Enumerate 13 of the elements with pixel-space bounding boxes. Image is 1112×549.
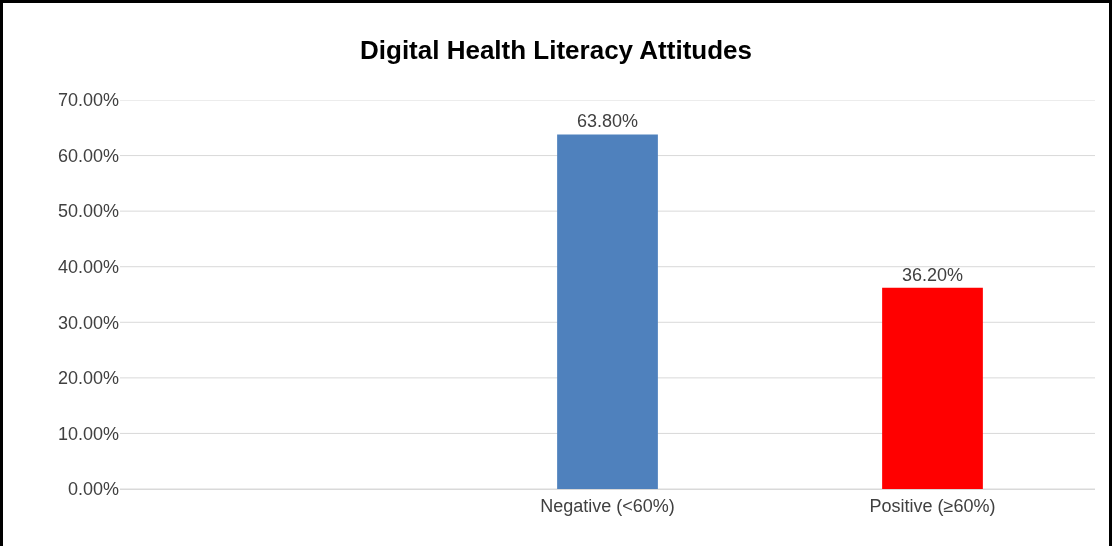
- x-tick-label: Positive (≥60%): [869, 495, 996, 516]
- y-tick-label: 60.00%: [57, 145, 119, 166]
- y-tick-label: 70.00%: [57, 90, 119, 111]
- data-label: 63.80%: [576, 111, 639, 132]
- x-tick-label: Negative (<60%): [540, 495, 675, 516]
- data-label: 36.20%: [901, 264, 964, 285]
- y-tick-label: 20.00%: [57, 368, 119, 389]
- chart-title: Digital Health Literacy Attitudes: [360, 35, 752, 66]
- y-tick-label: 0.00%: [67, 479, 119, 500]
- y-tick-label: 30.00%: [57, 312, 119, 333]
- y-tick-label: 10.00%: [57, 423, 119, 444]
- y-tick-label: 40.00%: [57, 257, 119, 278]
- y-tick-label: 50.00%: [57, 201, 119, 222]
